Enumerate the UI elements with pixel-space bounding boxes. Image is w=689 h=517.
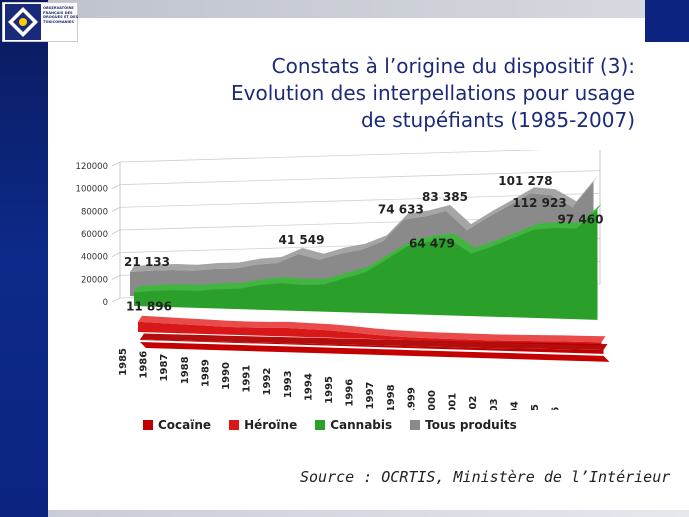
y-tick-label: 20000 bbox=[81, 275, 108, 285]
ofdt-logo: OBSERVATOIRE FRANÇAIS DES DROGUES ET DES… bbox=[2, 2, 78, 42]
x-tick-label: 1992 bbox=[262, 368, 273, 396]
legend-label-tous-produits: Tous produits bbox=[425, 418, 517, 432]
x-tick-label: 1996 bbox=[345, 379, 356, 407]
corner-brand-block bbox=[645, 0, 689, 42]
chart-legend: Cocaïne Héroïne Cannabis Tous produits bbox=[143, 415, 535, 435]
x-tick-label: 1988 bbox=[180, 356, 191, 384]
y-tick-label: 40000 bbox=[81, 253, 108, 263]
x-tick-label: 2003 bbox=[489, 398, 500, 410]
x-tick-label: 2004 bbox=[509, 401, 520, 410]
area-top-h-ro-ne bbox=[138, 315, 606, 343]
x-tick-label: 1998 bbox=[386, 384, 397, 410]
x-tick-label: 1993 bbox=[283, 370, 294, 398]
data-label: 64 479 bbox=[409, 237, 455, 251]
logo-text: OBSERVATOIRE FRANÇAIS DES DROGUES ET DES… bbox=[43, 6, 79, 24]
x-tick-label: 1986 bbox=[139, 351, 150, 379]
title-line-1: Constats à l’origine du dispositif (3): bbox=[271, 54, 635, 78]
x-tick-label: 2005 bbox=[530, 404, 541, 410]
legend-swatch-cocaine bbox=[143, 420, 153, 430]
legend-item-tous-produits: Tous produits bbox=[410, 418, 517, 432]
x-tick-label: 1997 bbox=[365, 382, 376, 410]
y-tick-label: 100000 bbox=[76, 185, 108, 195]
top-header-bar bbox=[48, 0, 660, 18]
gridline-side bbox=[111, 229, 121, 235]
area-coca-ne bbox=[140, 339, 604, 354]
x-tick-label: 2001 bbox=[448, 393, 459, 410]
data-label: 101 278 bbox=[498, 174, 552, 188]
area-chart-3d: 0 20000 40000 60000 80000 100000 120000 1985 198… bbox=[76, 150, 610, 410]
x-tick-label: 1995 bbox=[324, 376, 335, 404]
legend-label-cocaine: Cocaïne bbox=[158, 418, 212, 432]
gridline-side bbox=[111, 161, 121, 167]
title-line-2: Evolution des interpellations pour usage bbox=[231, 81, 635, 105]
legend-swatch-heroine bbox=[229, 420, 240, 430]
data-label: 97 460 bbox=[558, 212, 604, 226]
legend-item-cocaine: Cocaïne bbox=[143, 418, 211, 432]
area-h-ro-ne bbox=[138, 321, 602, 346]
slide-title: Constats à l’origine du dispositif (3): … bbox=[115, 53, 635, 134]
gridline-side bbox=[111, 206, 121, 212]
y-tick-label: 120000 bbox=[76, 162, 108, 172]
x-tick-label: 1985 bbox=[118, 348, 129, 376]
data-label: 74 633 bbox=[378, 203, 424, 217]
gridline-side bbox=[111, 274, 121, 280]
x-tick-label: 2002 bbox=[468, 396, 479, 410]
gridline bbox=[119, 170, 601, 186]
x-tick-label: 1991 bbox=[242, 365, 253, 393]
gridline bbox=[119, 150, 546, 163]
legend-item-cannabis: Cannabis bbox=[315, 418, 392, 432]
area-top-coca-ne bbox=[140, 333, 608, 351]
x-tick-label: 2000 bbox=[427, 390, 438, 410]
x-tick-label: 1990 bbox=[221, 362, 232, 390]
data-label: 11 896 bbox=[126, 300, 172, 314]
legend-item-heroine: Héroïne bbox=[229, 418, 297, 432]
x-tick-label: 1989 bbox=[200, 359, 211, 387]
legend-swatch-cannabis bbox=[315, 420, 326, 430]
x-tick-label: 1999 bbox=[406, 387, 417, 410]
legend-swatch-tous-produits bbox=[410, 420, 421, 430]
bottom-strip bbox=[48, 510, 689, 517]
gridline-side bbox=[111, 184, 121, 190]
legend-label-heroine: Héroïne bbox=[244, 418, 298, 432]
x-tick-label: 1994 bbox=[303, 373, 314, 401]
floor-edge bbox=[140, 342, 610, 362]
data-label: 21 133 bbox=[124, 255, 170, 269]
source-note: Source : OCRTIS, Ministère de l’Intérieu… bbox=[300, 468, 671, 486]
title-line-3: de stupéfiants (1985-2007) bbox=[360, 108, 635, 132]
x-tick-label: 1987 bbox=[159, 354, 170, 382]
y-tick-label: 0 bbox=[103, 298, 108, 308]
gridline-side bbox=[111, 252, 121, 258]
left-brand-bar bbox=[0, 0, 48, 517]
data-label: 112 923 bbox=[512, 196, 566, 210]
gridline-side bbox=[111, 297, 121, 303]
y-tick-label: 80000 bbox=[81, 207, 108, 217]
area-cannabis bbox=[134, 209, 598, 320]
x-tick-label: 2006 bbox=[551, 407, 562, 410]
ofdt-logo-mark bbox=[5, 4, 41, 40]
data-label: 41 549 bbox=[279, 233, 325, 247]
legend-label-cannabis: Cannabis bbox=[330, 418, 393, 432]
data-label: 83 385 bbox=[422, 190, 468, 204]
y-tick-label: 60000 bbox=[81, 230, 108, 240]
